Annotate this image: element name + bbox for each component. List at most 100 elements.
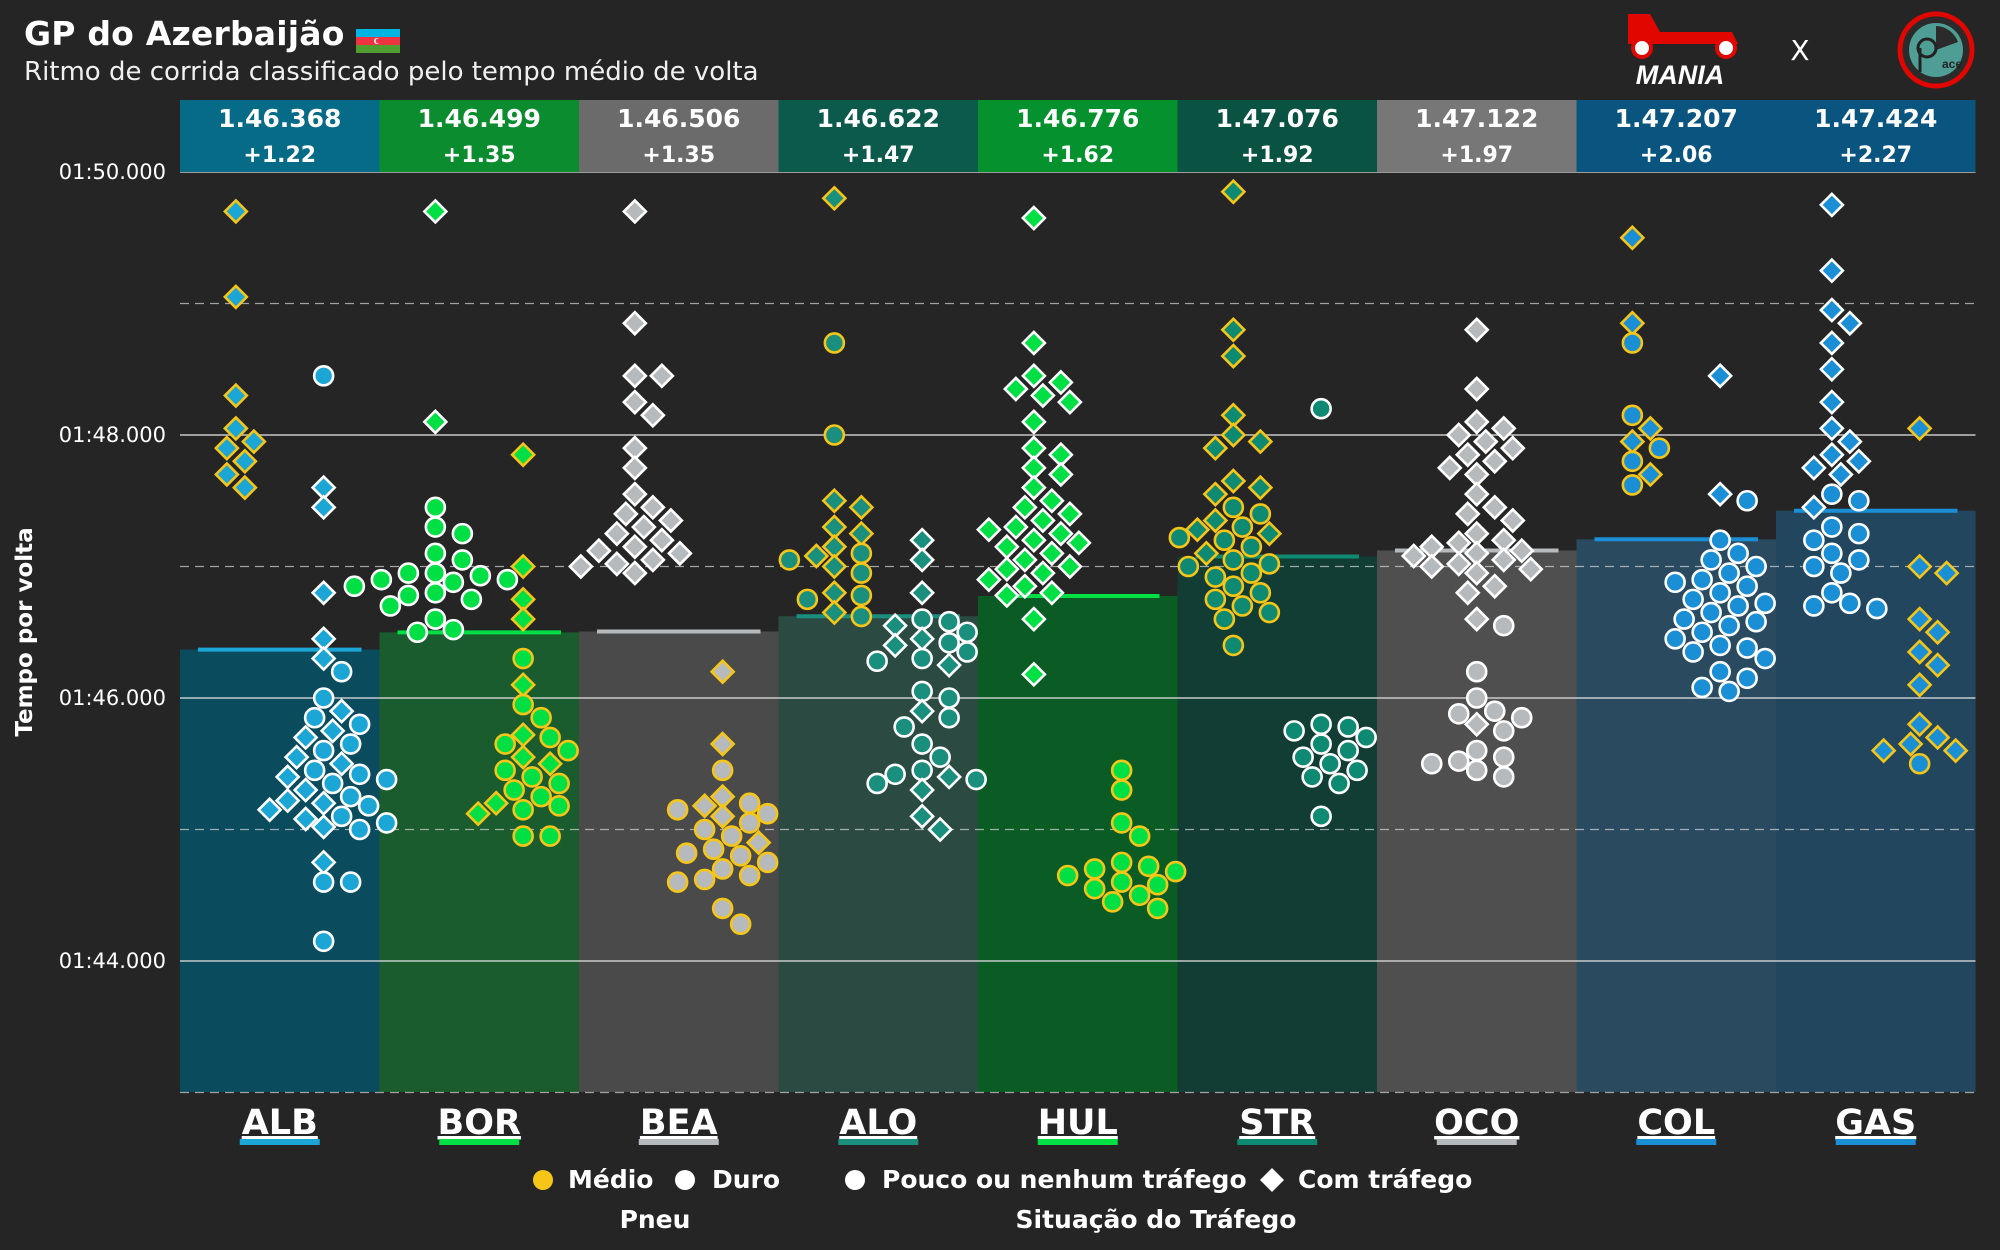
legend-hard-label: Duro	[712, 1165, 780, 1194]
lap-point-col-traffic	[1707, 362, 1733, 389]
lap-point-bor-clean	[370, 568, 393, 591]
lap-point-hul-traffic	[1021, 205, 1047, 231]
lap-point-oco-traffic	[1499, 507, 1526, 534]
lap-point-str-traffic	[1202, 481, 1229, 508]
lap-point-col-clean	[1727, 595, 1749, 617]
lap-point-alb-traffic	[214, 435, 240, 461]
lap-point-alb-traffic	[223, 198, 249, 225]
lap-point-alo-traffic	[821, 599, 848, 626]
lap-point-hul-traffic	[1003, 376, 1029, 402]
x-tick-underline	[239, 1139, 320, 1145]
lap-point-gas-traffic	[1924, 652, 1951, 678]
lap-point-str-clean	[1240, 535, 1263, 558]
lap-point-alo-traffic	[909, 698, 935, 724]
lap-point-gas-clean	[1848, 489, 1870, 512]
lap-point-oco-traffic	[1481, 573, 1508, 600]
lap-point-hul-traffic	[994, 582, 1020, 609]
lap-point-oco-traffic	[1418, 553, 1445, 580]
lap-point-str-traffic	[1184, 516, 1211, 543]
lap-point-col-clean	[1691, 568, 1713, 591]
lap-point-hul-traffic	[1021, 330, 1047, 356]
x-tick-underline	[1636, 1139, 1717, 1145]
lap-point-alb-traffic	[223, 415, 249, 442]
lap-point-col-clean	[1709, 581, 1731, 604]
lap-point-oco-clean	[1492, 720, 1515, 742]
lap-point-gas-clean	[1821, 542, 1843, 565]
lap-point-col-clean	[1682, 641, 1704, 663]
lap-point-oco-traffic	[1445, 551, 1472, 577]
lap-point-hul-traffic	[1057, 389, 1083, 415]
lap-point-hul-clean	[1101, 891, 1124, 913]
lap-point-alb-traffic	[223, 284, 249, 310]
lap-point-col-clean	[1736, 667, 1758, 690]
lap-point-hul-traffic	[1021, 527, 1047, 554]
header-box-col	[1576, 100, 1776, 172]
lap-point-bor-traffic	[537, 750, 563, 777]
avg-bar-bor	[379, 632, 579, 1092]
lap-point-alb-clean	[339, 871, 362, 893]
x-tick-underline	[439, 1139, 520, 1145]
lap-point-col-clean	[1709, 634, 1731, 657]
legend-hard-marker-icon	[675, 1170, 695, 1190]
avg-time-label: 1.46.499	[418, 104, 541, 133]
lap-point-bor-clean	[424, 542, 447, 565]
page-title: GP do Azerbaijão	[24, 14, 345, 53]
lap-point-str-traffic	[1220, 178, 1247, 205]
lap-point-col-clean	[1621, 404, 1644, 427]
lap-point-oco-traffic	[1454, 441, 1481, 468]
lap-point-hul-traffic	[1012, 547, 1038, 573]
lap-point-oco-clean	[1492, 766, 1515, 788]
lap-point-oco-clean	[1465, 739, 1488, 762]
lap-point-bor-clean	[379, 595, 402, 617]
gap-label: +1.97	[1440, 143, 1513, 168]
avg-time-label: 1.47.122	[1415, 104, 1538, 133]
y-tick-label: 01:46.000	[59, 686, 166, 710]
lap-point-col-traffic	[1619, 428, 1646, 455]
lap-point-oco-traffic	[1454, 579, 1481, 606]
lap-point-bor-clean	[530, 706, 552, 729]
avg-time-label: 1.46.368	[218, 104, 341, 133]
lap-point-gas-traffic	[1819, 356, 1845, 383]
lap-point-bea-traffic	[622, 560, 648, 586]
bars-layer	[180, 510, 1976, 1092]
lap-point-hul-clean	[1110, 779, 1133, 801]
lap-point-gas-traffic	[1924, 724, 1951, 751]
lap-point-alb-clean	[303, 706, 326, 729]
lap-point-col-clean	[1745, 555, 1767, 578]
lap-point-str-clean	[1258, 553, 1281, 575]
lap-point-alo-clean	[884, 763, 906, 786]
lap-point-str-clean	[1168, 526, 1191, 549]
lap-point-alb-traffic	[232, 474, 258, 501]
lap-point-bor-clean	[451, 549, 474, 571]
y-tick-label: 01:50.000	[59, 160, 166, 184]
avg-time-label: 1.46.776	[1016, 104, 1139, 133]
avg-bar-str	[1177, 556, 1377, 1092]
lap-point-bor-clean	[539, 825, 561, 847]
lap-point-hul-traffic	[976, 516, 1002, 543]
lap-point-str-clean	[1240, 562, 1263, 584]
lap-point-alb-clean	[357, 795, 380, 817]
lap-point-col-clean	[1664, 571, 1686, 594]
lap-point-bor-clean	[557, 739, 579, 762]
lap-point-str-clean	[1310, 805, 1332, 828]
lap-point-gas-clean	[1908, 752, 1931, 775]
lap-point-alo-traffic	[909, 803, 935, 830]
lap-point-str-clean	[1292, 746, 1314, 768]
x-tick-underline	[1037, 1139, 1118, 1145]
lap-point-alo-clean	[911, 759, 933, 782]
lap-point-str-traffic	[1220, 343, 1247, 369]
lap-point-hul-traffic	[1048, 369, 1074, 396]
lap-point-alb-clean	[330, 660, 353, 683]
lap-point-col-clean	[1700, 549, 1722, 571]
lap-point-alb-traffic	[328, 750, 355, 777]
pace-logo: ace	[1897, 11, 1975, 89]
lap-point-hul-clean	[1146, 873, 1169, 896]
lap-point-hul-traffic	[994, 533, 1020, 560]
lap-point-str-traffic	[1256, 520, 1283, 547]
lap-point-alo-clean	[778, 549, 801, 571]
lap-point-str-clean	[1283, 720, 1305, 742]
lap-point-gas-clean	[1803, 529, 1825, 552]
lap-point-alo-traffic	[927, 816, 953, 843]
legend-medium-label: Médio	[568, 1165, 653, 1194]
lap-point-col-clean	[1754, 647, 1776, 670]
